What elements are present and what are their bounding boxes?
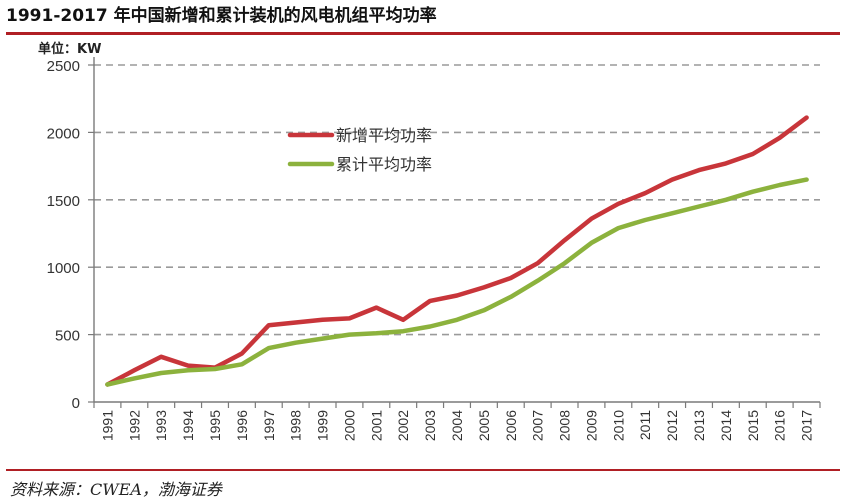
x-tick-label: 1993 xyxy=(153,410,169,441)
y-tick-label: 2500 xyxy=(47,58,80,75)
x-tick-label: 1992 xyxy=(126,410,142,441)
source-note: 资料来源：CWEA，渤海证券 xyxy=(10,480,222,499)
x-tick-label: 2007 xyxy=(530,410,546,441)
title-rule xyxy=(6,32,840,35)
x-tick-label: 1997 xyxy=(261,410,277,441)
x-tick-label: 2002 xyxy=(395,410,411,441)
grid-layer xyxy=(94,64,820,336)
x-tick-label: 1994 xyxy=(180,410,196,441)
x-tick-label: 2009 xyxy=(583,410,599,441)
x-tick-label: 2017 xyxy=(799,410,815,441)
x-tick-label: 1999 xyxy=(315,410,331,441)
x-tick-label: 1996 xyxy=(234,410,250,441)
series-line-new xyxy=(105,115,809,387)
legend-label: 新增平均功率 xyxy=(336,126,432,145)
chart-title: 1991-2017 年中国新增和累计装机的风电机组平均功率 xyxy=(6,6,437,26)
x-tick-label: 2012 xyxy=(664,410,680,441)
series-layer xyxy=(105,115,809,387)
x-tick-label: 2014 xyxy=(718,410,734,441)
x-tick-label: 1991 xyxy=(99,410,115,441)
x-tick-label: 2011 xyxy=(637,410,653,440)
footer-rule xyxy=(6,469,840,471)
x-tick-label: 2005 xyxy=(476,410,492,441)
y-tick-label: 1000 xyxy=(47,260,80,277)
y-tick-label: 1500 xyxy=(47,193,80,210)
x-tick-label: 2015 xyxy=(745,410,761,441)
axis-layer: 0 500 1000 1500 2000 2500 1991 1992 1993 1994 1995… xyxy=(47,57,821,441)
x-tick-label: 2010 xyxy=(610,410,626,441)
series-line-cumulative xyxy=(105,177,809,387)
x-tick-label: 2001 xyxy=(368,410,384,441)
x-tick-label: 1998 xyxy=(288,410,304,441)
x-tick-label: 2006 xyxy=(503,410,519,441)
y-tick-label: 2000 xyxy=(47,125,80,142)
y-tick-label: 500 xyxy=(55,328,80,345)
unit-label: 单位：KW xyxy=(38,42,102,57)
x-tick-label: 2004 xyxy=(449,410,465,441)
x-tick-label: 2016 xyxy=(772,410,788,441)
x-tick-label: 2003 xyxy=(422,410,438,441)
x-tick-label: 1995 xyxy=(207,410,223,441)
legend-label: 累计平均功率 xyxy=(336,155,432,174)
x-tick-label: 2013 xyxy=(691,410,707,441)
x-tick-label: 2000 xyxy=(341,410,357,441)
y-tick-label: 0 xyxy=(72,395,80,412)
x-tick-label: 2008 xyxy=(557,410,573,441)
